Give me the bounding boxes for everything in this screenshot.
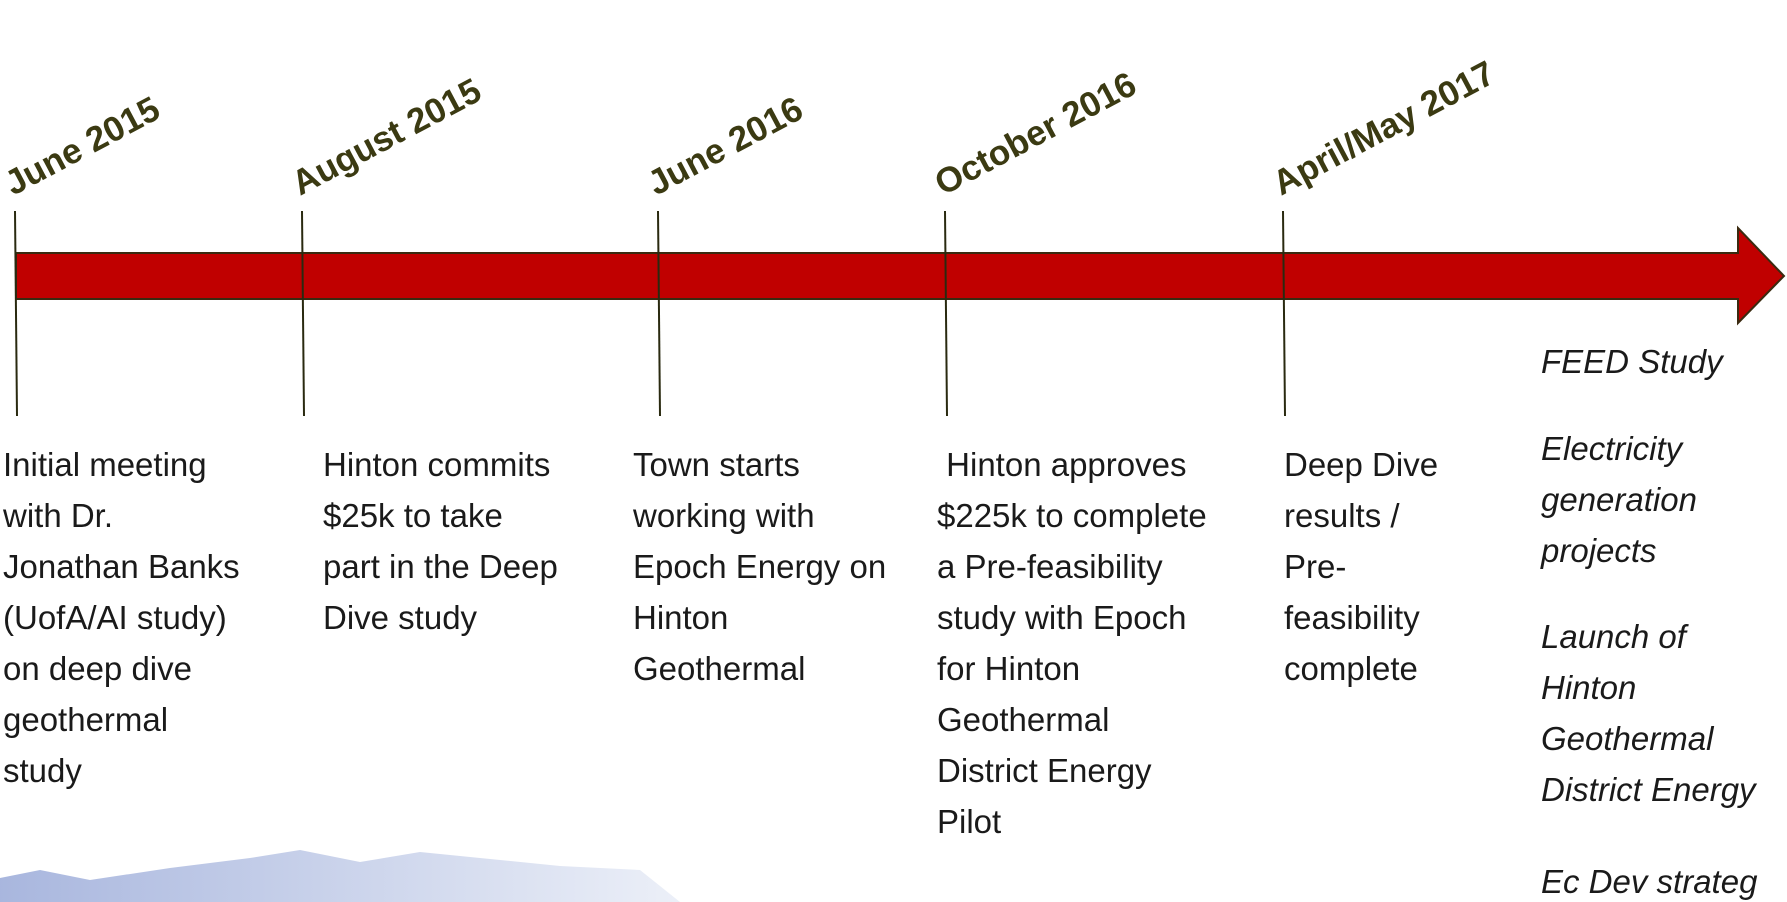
future-item: FEED Study	[1541, 343, 1725, 380]
milestone-description: working with	[632, 497, 815, 534]
future-item: Ec Dev strateg	[1541, 863, 1758, 900]
milestone-description: Geothermal	[937, 701, 1109, 738]
milestone-date: June 2016	[641, 89, 809, 203]
milestone-description: a Pre-feasibility	[937, 548, 1163, 585]
future-item: Hinton	[1541, 669, 1636, 706]
milestone-description: on deep dive	[3, 650, 192, 687]
future-item: Launch of	[1541, 618, 1690, 655]
milestone-tick	[1282, 210, 1286, 417]
future-item: generation	[1541, 481, 1697, 518]
milestone-description: $225k to complete	[937, 497, 1207, 534]
milestone-description: Geothermal	[633, 650, 805, 687]
milestone-description: District Energy	[937, 752, 1152, 789]
milestone-tick	[301, 210, 305, 417]
milestone-description: Pilot	[937, 803, 1001, 840]
future-item: projects	[1540, 532, 1657, 569]
milestone-description: $25k to take	[323, 497, 503, 534]
milestone-description: Dive study	[323, 599, 478, 636]
milestone-description: Epoch Energy on	[633, 548, 886, 585]
milestone-description: Hinton	[633, 599, 728, 636]
milestone-description: part in the Deep	[323, 548, 558, 585]
milestone-tick	[657, 210, 661, 417]
milestone-date: June 2015	[0, 89, 166, 203]
milestone-date: August 2015	[285, 71, 487, 203]
milestone-description: study	[3, 752, 82, 789]
future-item: Electricity	[1541, 430, 1685, 467]
milestone-description: geothermal	[3, 701, 168, 738]
milestone-description: with Dr.	[2, 497, 113, 534]
milestone-description: Initial meeting	[3, 446, 207, 483]
mountain-image	[0, 850, 680, 902]
future-item: District Energy	[1541, 771, 1758, 808]
milestone-description: study with Epoch	[937, 599, 1186, 636]
milestone-description: (UofA/AI study)	[3, 599, 227, 636]
milestone-tick	[14, 210, 18, 417]
milestone-description: Deep Dive	[1284, 446, 1438, 483]
milestone-tick	[944, 210, 948, 417]
milestone-description: Jonathan Banks	[3, 548, 240, 585]
milestone-date: April/May 2017	[1266, 54, 1501, 204]
milestone-description: feasibility	[1284, 599, 1420, 636]
milestone-description: complete	[1284, 650, 1418, 687]
milestone-description: results /	[1284, 497, 1400, 534]
milestone-description: Pre-	[1284, 548, 1346, 585]
milestone-description: for Hinton	[937, 650, 1080, 687]
future-item: Geothermal	[1541, 720, 1715, 757]
timeline-arrow	[15, 225, 1786, 326]
milestone-description: Hinton approves	[937, 446, 1186, 483]
milestone-description: Hinton commits	[323, 446, 550, 483]
milestone-description: Town starts	[633, 446, 800, 483]
milestone-date: October 2016	[928, 65, 1142, 204]
